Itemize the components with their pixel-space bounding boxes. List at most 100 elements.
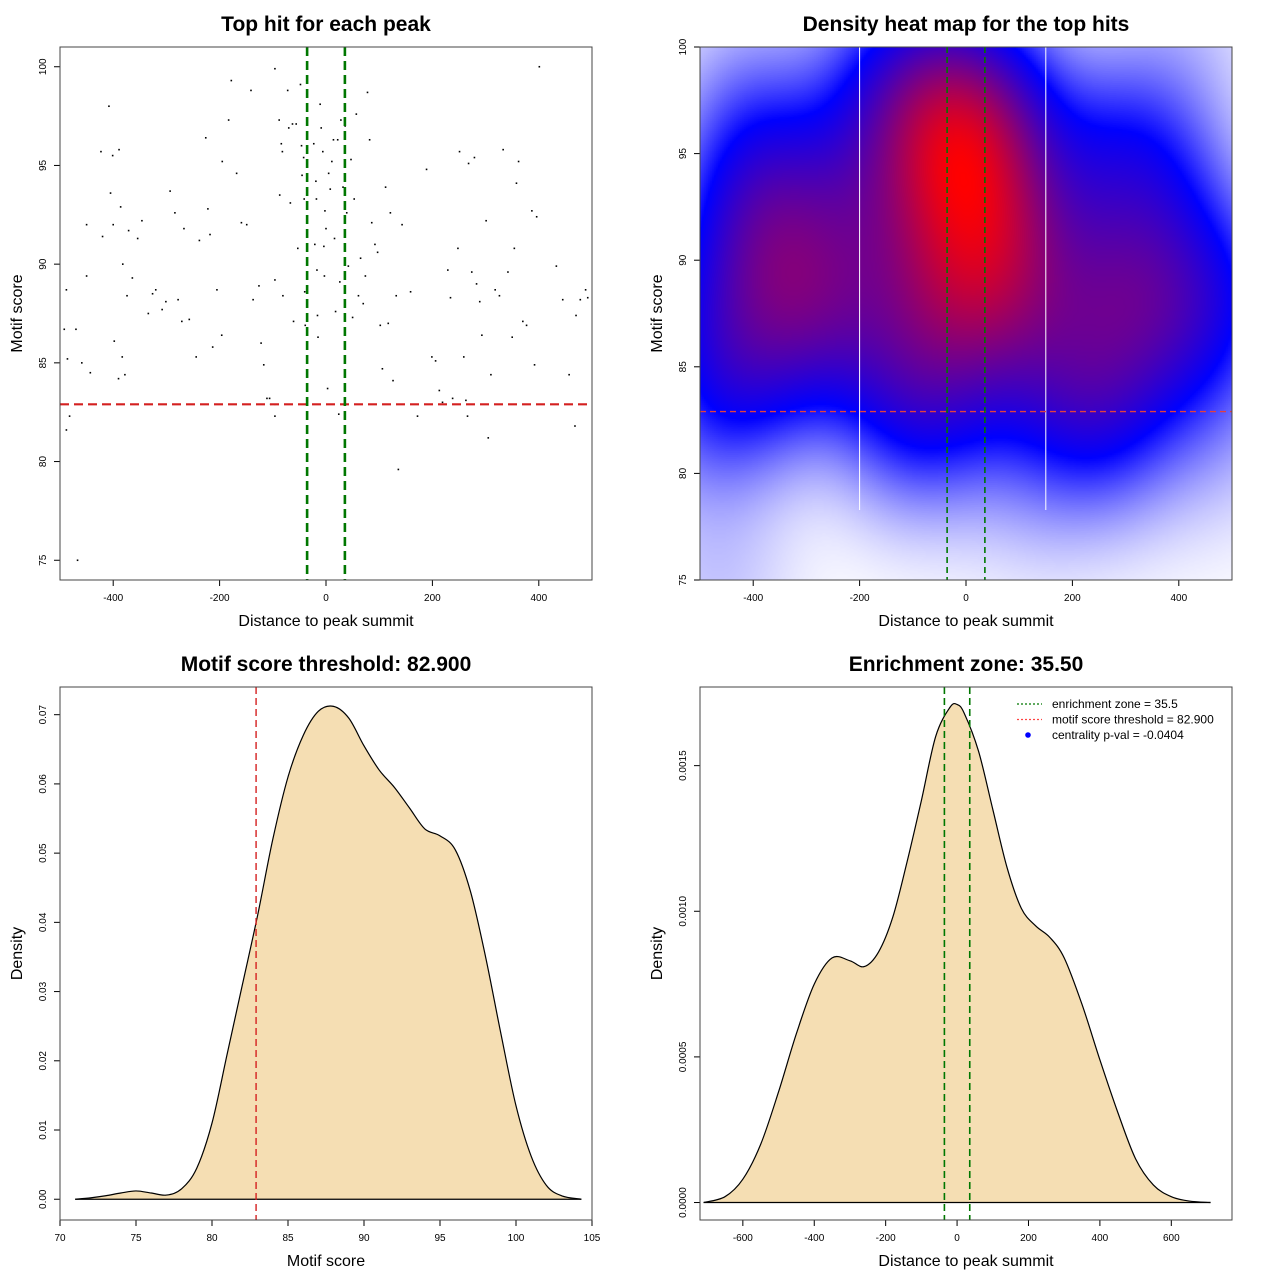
scatter-point	[209, 233, 211, 236]
scatter-point	[119, 206, 122, 208]
scatter-point	[353, 198, 355, 200]
scatter-point	[370, 221, 373, 224]
scatter-point	[108, 105, 110, 108]
legend-label: enrichment zone = 35.5	[1052, 697, 1178, 711]
scatter-point	[347, 265, 350, 267]
scatter-point	[323, 275, 326, 277]
scatter-point	[329, 188, 332, 190]
x-tick-label: -200	[850, 593, 870, 604]
scatter-point	[333, 237, 336, 240]
scatter-point	[188, 318, 191, 321]
legend: enrichment zone = 35.5 motif score thresh…	[1017, 697, 1214, 742]
scatter-point	[533, 364, 536, 366]
heatmap-surface	[700, 47, 1232, 580]
y-axis: 0.00 0.01 0.02 0.03 0.04 0.05 0.06 0.07	[38, 705, 61, 1209]
scatter-point	[350, 158, 352, 161]
scatter-point	[458, 150, 461, 153]
chart-title: Density heat map for the top hits	[803, 13, 1130, 36]
scatter-point	[316, 314, 319, 317]
y-tick-label: 75	[678, 574, 689, 586]
scatter-point	[584, 289, 587, 291]
y-tick-label: 95	[678, 148, 689, 160]
x-tick-label: -400	[743, 593, 763, 604]
scatter-point	[362, 302, 365, 305]
scatter-point	[538, 65, 541, 68]
scatter-point	[395, 294, 398, 297]
scatter-point	[147, 312, 150, 315]
x-axis-label: Motif score	[287, 1253, 365, 1270]
chart-title: Motif score threshold: 82.900	[181, 653, 472, 676]
scatter-point	[470, 271, 473, 273]
scatter-point	[183, 227, 185, 230]
y-axis-label: Density	[649, 927, 666, 980]
x-tick-label: 0	[954, 1233, 960, 1244]
scatter-point	[345, 212, 348, 214]
scatter-panel: Top hit for each peak Distance to peak su…	[9, 13, 593, 630]
y-tick-label: 80	[38, 456, 49, 468]
scatter-point	[295, 123, 298, 125]
scatter-point	[416, 415, 419, 417]
x-tick-label: 0	[323, 593, 329, 604]
scatter-point	[517, 160, 520, 163]
scatter-point	[366, 91, 369, 94]
scatter-point	[220, 334, 223, 337]
scatter-point	[302, 156, 305, 159]
y-tick-label: 0.04	[38, 912, 49, 932]
y-tick-label: 90	[38, 258, 49, 270]
scatter-point	[336, 138, 339, 141]
scatter-point	[300, 144, 303, 147]
scatter-point	[63, 328, 66, 331]
scatter-point	[525, 324, 528, 327]
scatter-point	[531, 210, 533, 212]
x-tick-label: 200	[424, 593, 441, 604]
scatter-point	[303, 198, 305, 200]
scatter-point	[466, 415, 469, 417]
x-tick-label: -400	[804, 1233, 824, 1244]
scatter-point	[312, 142, 315, 145]
y-axis: 75 80 85 90 95 100	[38, 58, 61, 566]
scatter-point	[250, 89, 252, 92]
scatter-point	[325, 227, 327, 230]
scatter-point	[334, 310, 337, 313]
y-axis-label: Motif score	[9, 274, 26, 352]
y-tick-label: 0.07	[38, 705, 49, 725]
x-tick-label: 200	[1064, 593, 1081, 604]
scatter-point	[177, 298, 179, 301]
x-tick-label: 80	[206, 1233, 218, 1244]
heatmap-canvas	[700, 47, 1232, 580]
scatter-point	[227, 119, 230, 121]
scatter-point	[327, 172, 330, 175]
density-area	[75, 705, 582, 1200]
scatter-point	[181, 320, 183, 323]
scatter-point	[314, 243, 316, 246]
scatter-point	[100, 150, 102, 153]
scatter-point	[169, 190, 171, 192]
x-tick-label: 400	[530, 593, 547, 604]
scatter-point	[568, 373, 570, 376]
scatter-point	[81, 362, 83, 364]
scatter-point	[85, 223, 88, 226]
scatter-point	[475, 283, 478, 285]
scatter-point	[118, 148, 120, 151]
scatter-point	[368, 138, 371, 141]
scatter-point	[121, 356, 124, 358]
score-density-panel: Motif score threshold: 82.900 Motif score…	[9, 653, 601, 1270]
scatter-point	[127, 229, 130, 232]
scatter-point	[462, 356, 465, 358]
scatter-point	[316, 269, 318, 271]
scatter-point	[126, 294, 128, 297]
legend-label: motif score threshold = 82.900	[1052, 713, 1214, 727]
scatter-point	[286, 89, 289, 92]
scatter-points	[63, 65, 589, 562]
density-curve	[703, 702, 1211, 1204]
x-tick-label: 100	[508, 1233, 525, 1244]
scatter-point	[574, 425, 576, 427]
scatter-point	[322, 150, 324, 153]
scatter-point	[332, 138, 335, 141]
scatter-point	[451, 397, 454, 400]
scatter-point	[485, 219, 487, 222]
scatter-point	[575, 314, 577, 317]
scatter-point	[397, 468, 400, 471]
scatter-point	[447, 269, 449, 271]
scatter-point	[304, 324, 307, 327]
